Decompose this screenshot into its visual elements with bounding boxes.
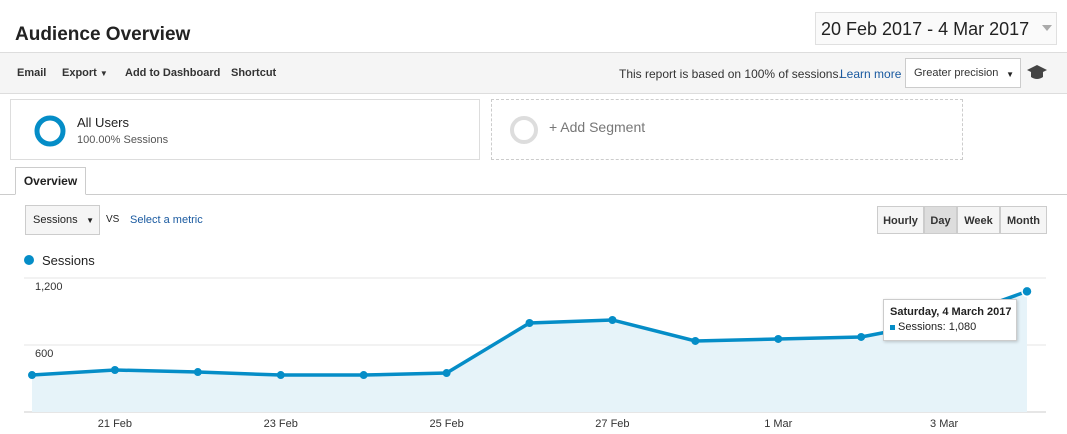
tooltip-title: Saturday, 4 March 2017 — [890, 306, 1012, 318]
vs-label: VS — [106, 214, 120, 225]
export-label: Export — [62, 67, 97, 79]
point — [857, 332, 866, 341]
point — [276, 371, 285, 380]
learn-more-link[interactable]: Learn more — [840, 67, 902, 81]
metric-select[interactable]: Sessions ▼ — [25, 205, 100, 235]
y-tick-label: 600 — [35, 348, 53, 360]
segment-detail: 100.00% Sessions — [77, 134, 169, 146]
toolbar — [0, 52, 1067, 94]
point — [442, 369, 451, 378]
point — [525, 319, 534, 328]
x-tick-label: 1 Mar — [764, 418, 792, 430]
x-tick-label: 27 Feb — [595, 418, 629, 430]
y-tick-label: 1,200 — [35, 281, 63, 293]
legend-swatch — [24, 255, 34, 265]
tab-overview[interactable]: Overview — [15, 167, 86, 195]
granularity-button[interactable]: Day — [924, 206, 957, 234]
point — [608, 315, 617, 324]
cap-icon[interactable] — [1026, 64, 1048, 82]
sampling-note: This report is based on 100% of sessions… — [619, 67, 842, 81]
area — [32, 291, 1027, 412]
tab-rule — [0, 194, 1067, 195]
toolbar-shortcut[interactable]: Shortcut — [231, 67, 277, 79]
toolbar-email[interactable]: Email — [17, 67, 47, 79]
toolbar-dashboard[interactable]: Add to Dashboard — [125, 67, 221, 79]
point — [774, 334, 783, 343]
granularity-button[interactable]: Hourly — [877, 206, 924, 234]
dropdown-arrow — [1042, 25, 1052, 31]
point — [1021, 285, 1033, 298]
tooltip-swatch — [890, 325, 895, 330]
point — [193, 368, 202, 377]
metric-label: Sessions — [33, 214, 78, 226]
point — [110, 366, 119, 375]
granularity-button[interactable]: Month — [1000, 206, 1047, 234]
x-tick-label: 21 Feb — [98, 418, 132, 430]
segment-card[interactable]: All Users 100.00% Sessions — [10, 99, 480, 160]
add-segment-label: + Add Segment — [549, 119, 646, 135]
add-segment[interactable]: + Add Segment — [491, 99, 963, 160]
x-tick-label: 3 Mar — [930, 418, 958, 430]
segment-icon — [34, 115, 66, 147]
point — [359, 371, 368, 380]
precision-label: Greater precision — [914, 67, 999, 79]
add-segment-icon — [510, 116, 538, 144]
x-tick-label: 25 Feb — [429, 418, 463, 430]
date-picker[interactable]: 20 Feb 2017 - 4 Mar 2017 — [815, 12, 1057, 45]
precision-select[interactable]: Greater precision ▼ — [905, 58, 1021, 88]
date-range: 20 Feb 2017 - 4 Mar 2017 — [821, 19, 1030, 39]
toolbar-export[interactable]: Export ▼ — [62, 67, 108, 79]
tooltip-text: Sessions: 1,080 — [898, 321, 977, 333]
tooltip: Saturday, 4 March 2017 Sessions: 1,080 — [883, 299, 1017, 341]
granularity-button[interactable]: Week — [957, 206, 1000, 234]
select-metric-link[interactable]: Select a metric — [130, 214, 203, 226]
segment-name: All Users — [77, 115, 130, 130]
legend-label: Sessions — [42, 253, 95, 268]
point — [691, 336, 700, 345]
point — [28, 371, 36, 380]
x-tick-label: 23 Feb — [264, 418, 298, 430]
page-title: Audience Overview — [15, 24, 191, 45]
